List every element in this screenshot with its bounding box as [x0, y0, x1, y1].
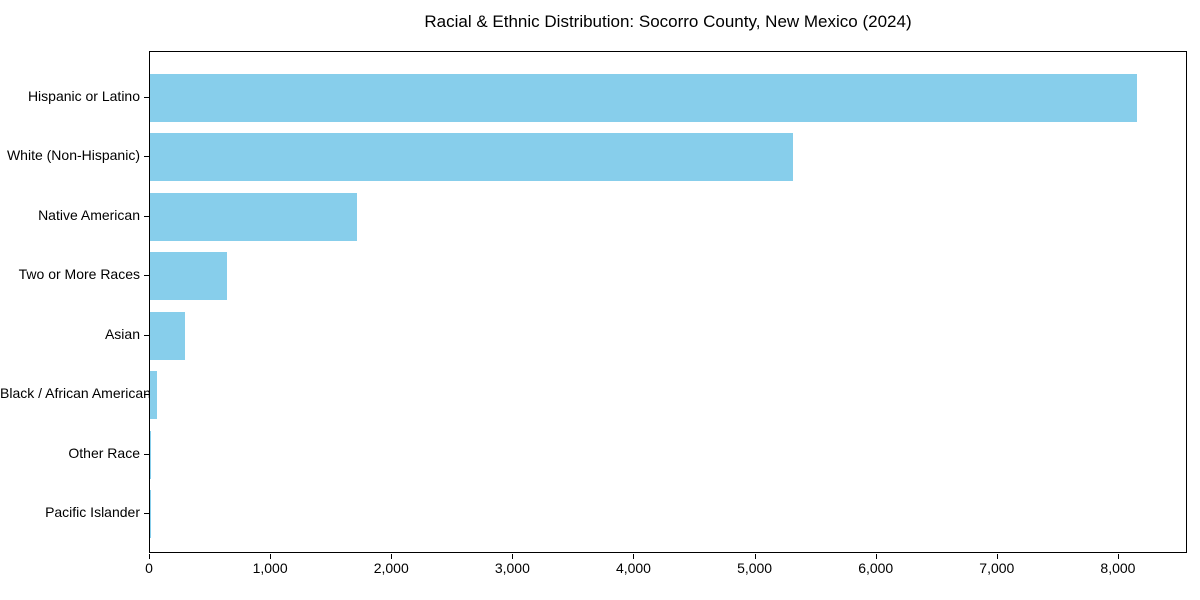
y-tick-label: Two or More Races	[18, 266, 140, 282]
x-tick-label: 5,000	[737, 560, 773, 576]
bar	[150, 192, 358, 241]
bar	[150, 133, 794, 181]
y-tick-label: Native American	[38, 206, 140, 223]
bar	[150, 252, 227, 300]
y-tick-mark	[144, 275, 149, 276]
bar	[150, 73, 1138, 122]
bar	[150, 311, 186, 360]
x-tick-mark	[875, 554, 877, 559]
x-tick-label: 8,000	[1100, 560, 1136, 576]
x-tick-label: 0	[145, 560, 153, 576]
y-tick-mark	[144, 334, 149, 336]
x-tick-label: 3,000	[494, 560, 530, 576]
y-tick-mark	[144, 394, 149, 395]
x-tick-label: 1,000	[252, 560, 288, 576]
bar	[150, 430, 152, 479]
x-tick-mark	[996, 554, 998, 559]
x-tick-mark	[1117, 554, 1119, 559]
y-tick-label: Asian	[104, 325, 140, 342]
bar	[150, 490, 151, 538]
x-tick-label: 7,000	[979, 560, 1015, 576]
x-tick-mark	[633, 554, 635, 559]
bar	[150, 371, 157, 419]
x-tick-mark	[149, 554, 150, 559]
x-tick-label: 4,000	[615, 560, 651, 576]
y-tick-label: White (Non-Hispanic)	[6, 147, 140, 163]
x-tick-mark	[512, 554, 514, 559]
chart-title: Racial & Ethnic Distribution: Socorro Co…	[424, 12, 912, 31]
y-tick-label: Black / African American	[0, 385, 151, 401]
y-tick-label: Hispanic or Latino	[27, 87, 140, 104]
y-tick-mark	[144, 453, 149, 455]
y-tick-mark	[144, 215, 149, 217]
x-tick-label: 2,000	[373, 560, 409, 576]
x-tick-label: 6,000	[858, 560, 894, 576]
x-tick-mark	[754, 554, 756, 559]
y-tick-label: Pacific Islander	[45, 504, 140, 520]
y-tick-label: Other Race	[68, 444, 140, 461]
y-tick-mark	[144, 96, 149, 98]
x-tick-mark	[270, 554, 272, 559]
y-tick-mark	[144, 513, 149, 514]
plot-area	[149, 51, 1187, 553]
x-tick-mark	[391, 554, 393, 559]
y-tick-mark	[144, 156, 149, 157]
